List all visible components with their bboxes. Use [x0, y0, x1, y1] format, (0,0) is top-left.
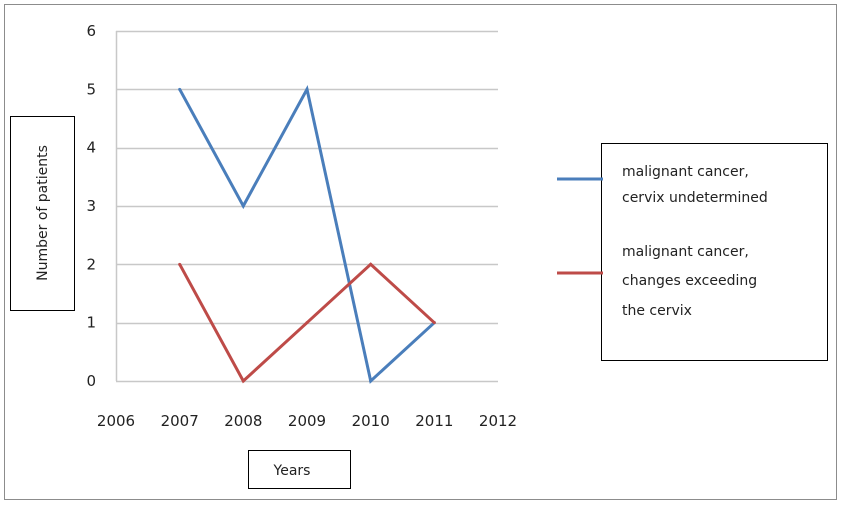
- legend-label: malignant cancer,: [622, 164, 749, 180]
- x-tick-label: 2011: [415, 412, 453, 430]
- y-tick-label: 1: [86, 314, 96, 332]
- legend-label: cervix undetermined: [622, 190, 768, 206]
- data-point: [369, 263, 372, 266]
- x-axis-title: Years: [273, 463, 311, 479]
- y-tick-label: 5: [86, 80, 96, 98]
- x-tick-label: 2010: [352, 412, 390, 430]
- x-tick-label: 2009: [288, 412, 326, 430]
- y-tick-label: 2: [86, 255, 96, 273]
- legend-label: the cervix: [622, 303, 692, 319]
- legend-label: changes exceeding: [622, 273, 757, 289]
- y-tick-label: 4: [86, 139, 96, 157]
- x-tick-label: 2006: [97, 412, 135, 430]
- y-tick-label: 0: [86, 372, 96, 390]
- data-point: [369, 380, 372, 383]
- data-point: [433, 321, 436, 324]
- data-point: [242, 380, 245, 383]
- data-point: [306, 321, 309, 324]
- data-point: [178, 88, 181, 91]
- x-tick-label: 2007: [161, 412, 199, 430]
- y-tick-label: 6: [86, 22, 96, 40]
- data-point: [242, 205, 245, 208]
- x-tick-label: 2008: [224, 412, 262, 430]
- y-axis-title: Number of patients: [35, 145, 51, 281]
- x-tick-label: 2012: [479, 412, 517, 430]
- data-point: [306, 88, 309, 91]
- legend-label: malignant cancer,: [622, 244, 749, 260]
- data-point: [178, 263, 181, 266]
- y-tick-label: 3: [86, 197, 96, 215]
